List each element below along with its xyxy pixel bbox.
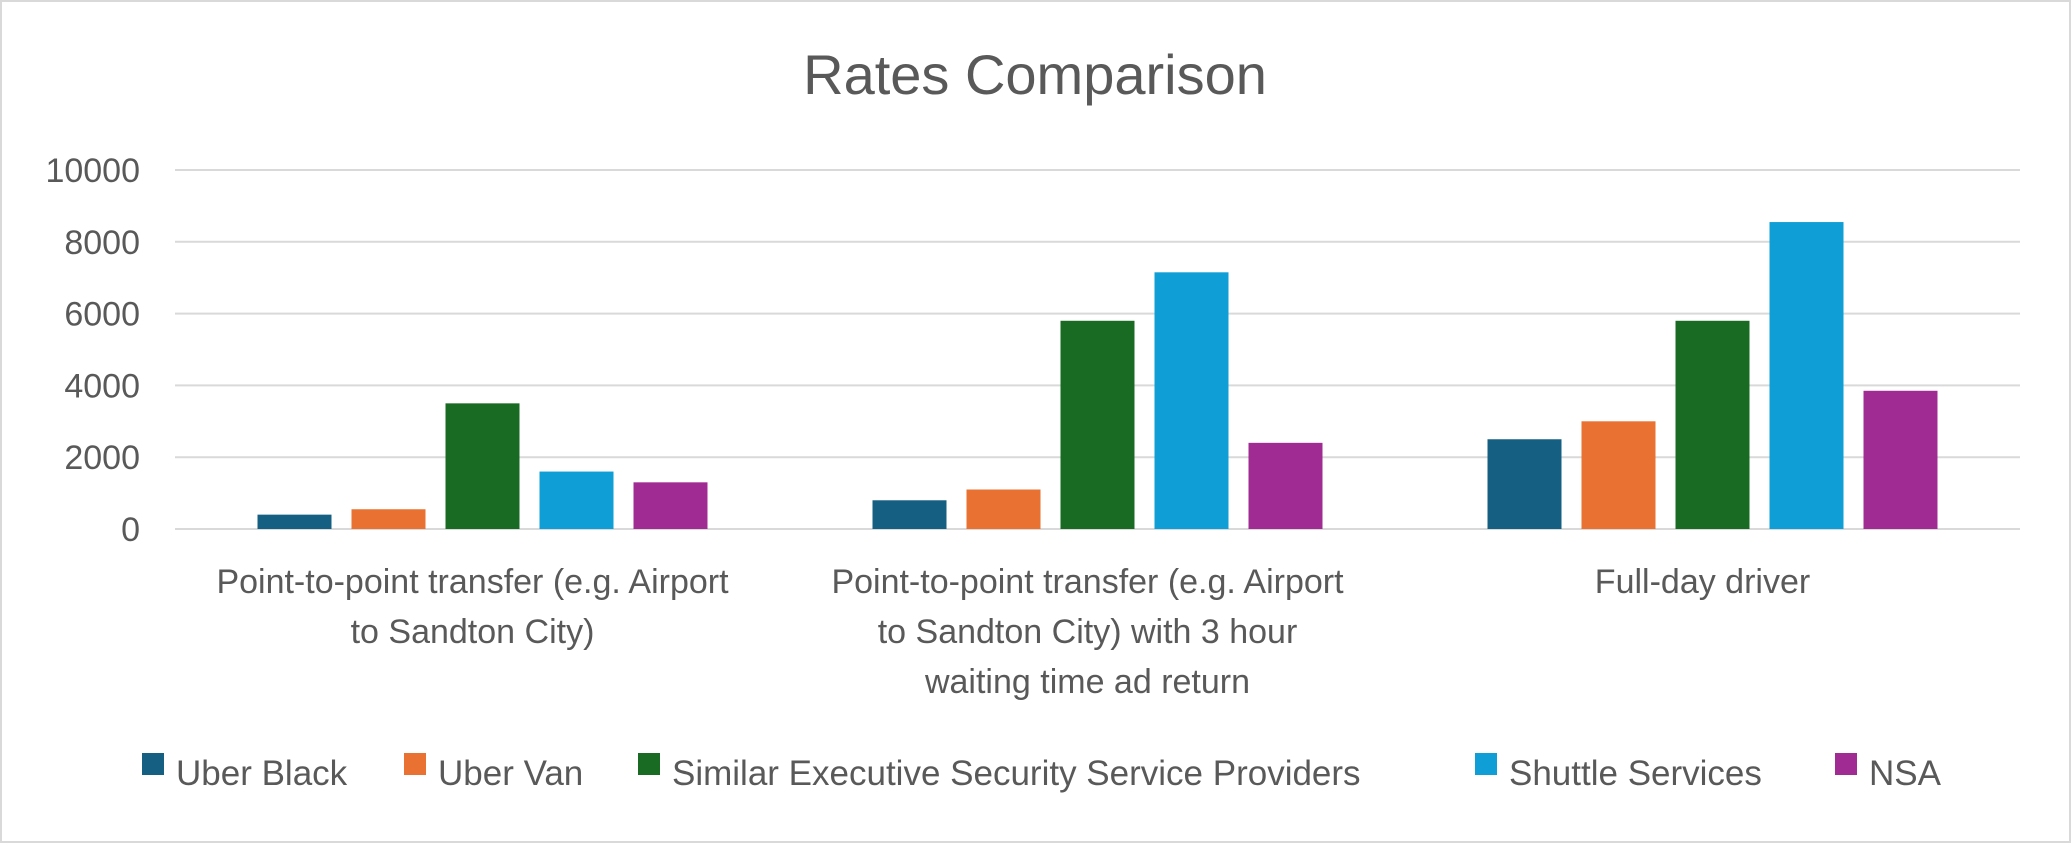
legend-label: NSA	[1869, 754, 1942, 793]
legend-swatch	[142, 753, 164, 775]
legend-label: Uber Black	[176, 754, 348, 793]
bar-2-1	[351, 509, 426, 529]
legend: Uber Black Uber Van Similar Executive Secu…	[142, 753, 1942, 793]
legend-swatch	[638, 753, 660, 775]
bar-5-3	[1863, 390, 1938, 529]
legend-label: Similar Executive Security Service Provi…	[672, 754, 1361, 793]
legend-swatch	[1475, 753, 1497, 775]
y-tick-label: 4000	[64, 367, 140, 405]
y-tick-label: 10000	[45, 152, 140, 190]
bars	[257, 222, 1938, 529]
x-axis-categories: Point-to-point transfer (e.g. Airport to …	[216, 563, 1810, 701]
category-label: waiting time ad return	[924, 663, 1250, 701]
bar-1-3	[1487, 439, 1562, 529]
bar-4-2	[1154, 272, 1229, 529]
bar-2-2	[966, 489, 1041, 529]
category-label: to Sandton City) with 3 hour	[878, 613, 1298, 651]
bar-3-3	[1675, 320, 1750, 529]
bar-2-3	[1581, 421, 1656, 529]
y-tick-label: 8000	[64, 224, 140, 262]
bar-4-3	[1769, 222, 1844, 529]
legend-swatch	[404, 753, 426, 775]
category-label: Point-to-point transfer (e.g. Airport	[831, 563, 1344, 601]
category-label: to Sandton City)	[351, 613, 595, 651]
bar-5-2	[1248, 442, 1323, 529]
bar-1-2	[872, 500, 947, 529]
category-label: Point-to-point transfer (e.g. Airport	[216, 563, 729, 601]
bar-1-1	[257, 514, 332, 529]
legend-label: Shuttle Services	[1509, 754, 1762, 793]
chart-title: Rates Comparison	[803, 43, 1267, 106]
y-tick-label: 0	[121, 511, 140, 549]
y-tick-label: 6000	[64, 296, 140, 334]
category-label: Full-day driver	[1595, 563, 1810, 601]
bar-3-1	[445, 403, 520, 529]
bar-3-2	[1060, 320, 1135, 529]
legend-label: Uber Van	[438, 754, 583, 793]
bar-5-1	[633, 482, 708, 529]
y-tick-label: 2000	[64, 439, 140, 477]
legend-swatch	[1835, 753, 1857, 775]
y-axis-ticks: 0 2000 4000 6000 8000 10000	[45, 152, 140, 549]
bar-4-1	[539, 471, 614, 529]
